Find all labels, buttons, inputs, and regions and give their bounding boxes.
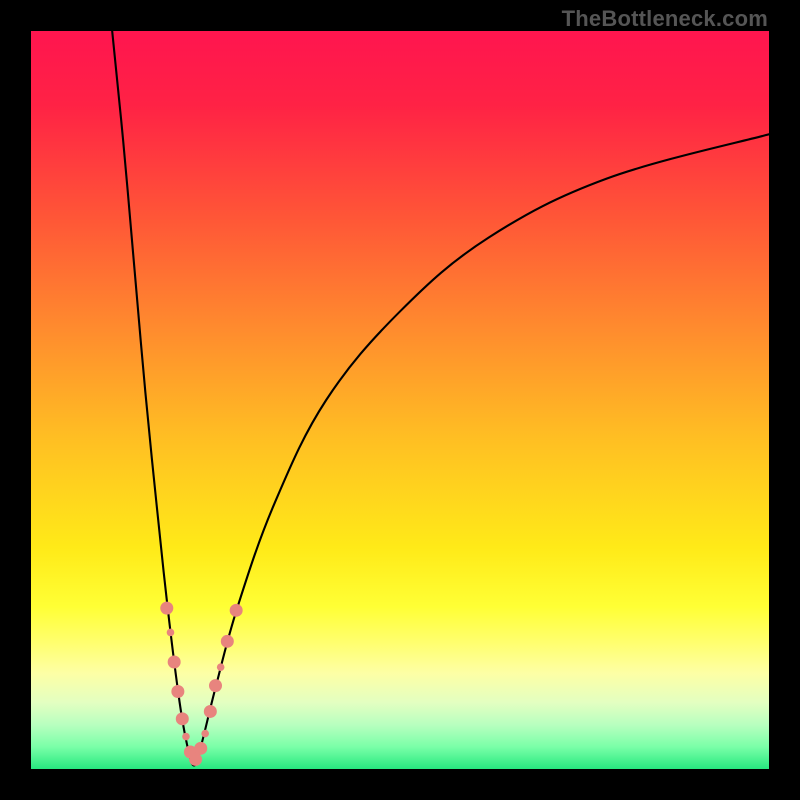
marker-dot <box>168 655 181 668</box>
curve-path <box>112 31 769 765</box>
marker-dot <box>209 679 222 692</box>
watermark-text: TheBottleneck.com <box>562 6 768 32</box>
marker-dot <box>204 705 217 718</box>
marker-dot <box>194 742 207 755</box>
marker-dot <box>217 663 225 671</box>
figure-root: TheBottleneck.com <box>0 0 800 800</box>
bottleneck-curve <box>31 31 769 769</box>
marker-dot <box>167 629 175 637</box>
marker-dot <box>176 712 189 725</box>
marker-dot <box>160 602 173 615</box>
marker-dot <box>230 604 243 617</box>
plot-area <box>31 31 769 769</box>
marker-dot <box>221 635 234 648</box>
marker-dot <box>201 730 209 738</box>
marker-dot <box>171 685 184 698</box>
marker-dot <box>182 733 190 741</box>
marker-dot <box>189 753 202 766</box>
